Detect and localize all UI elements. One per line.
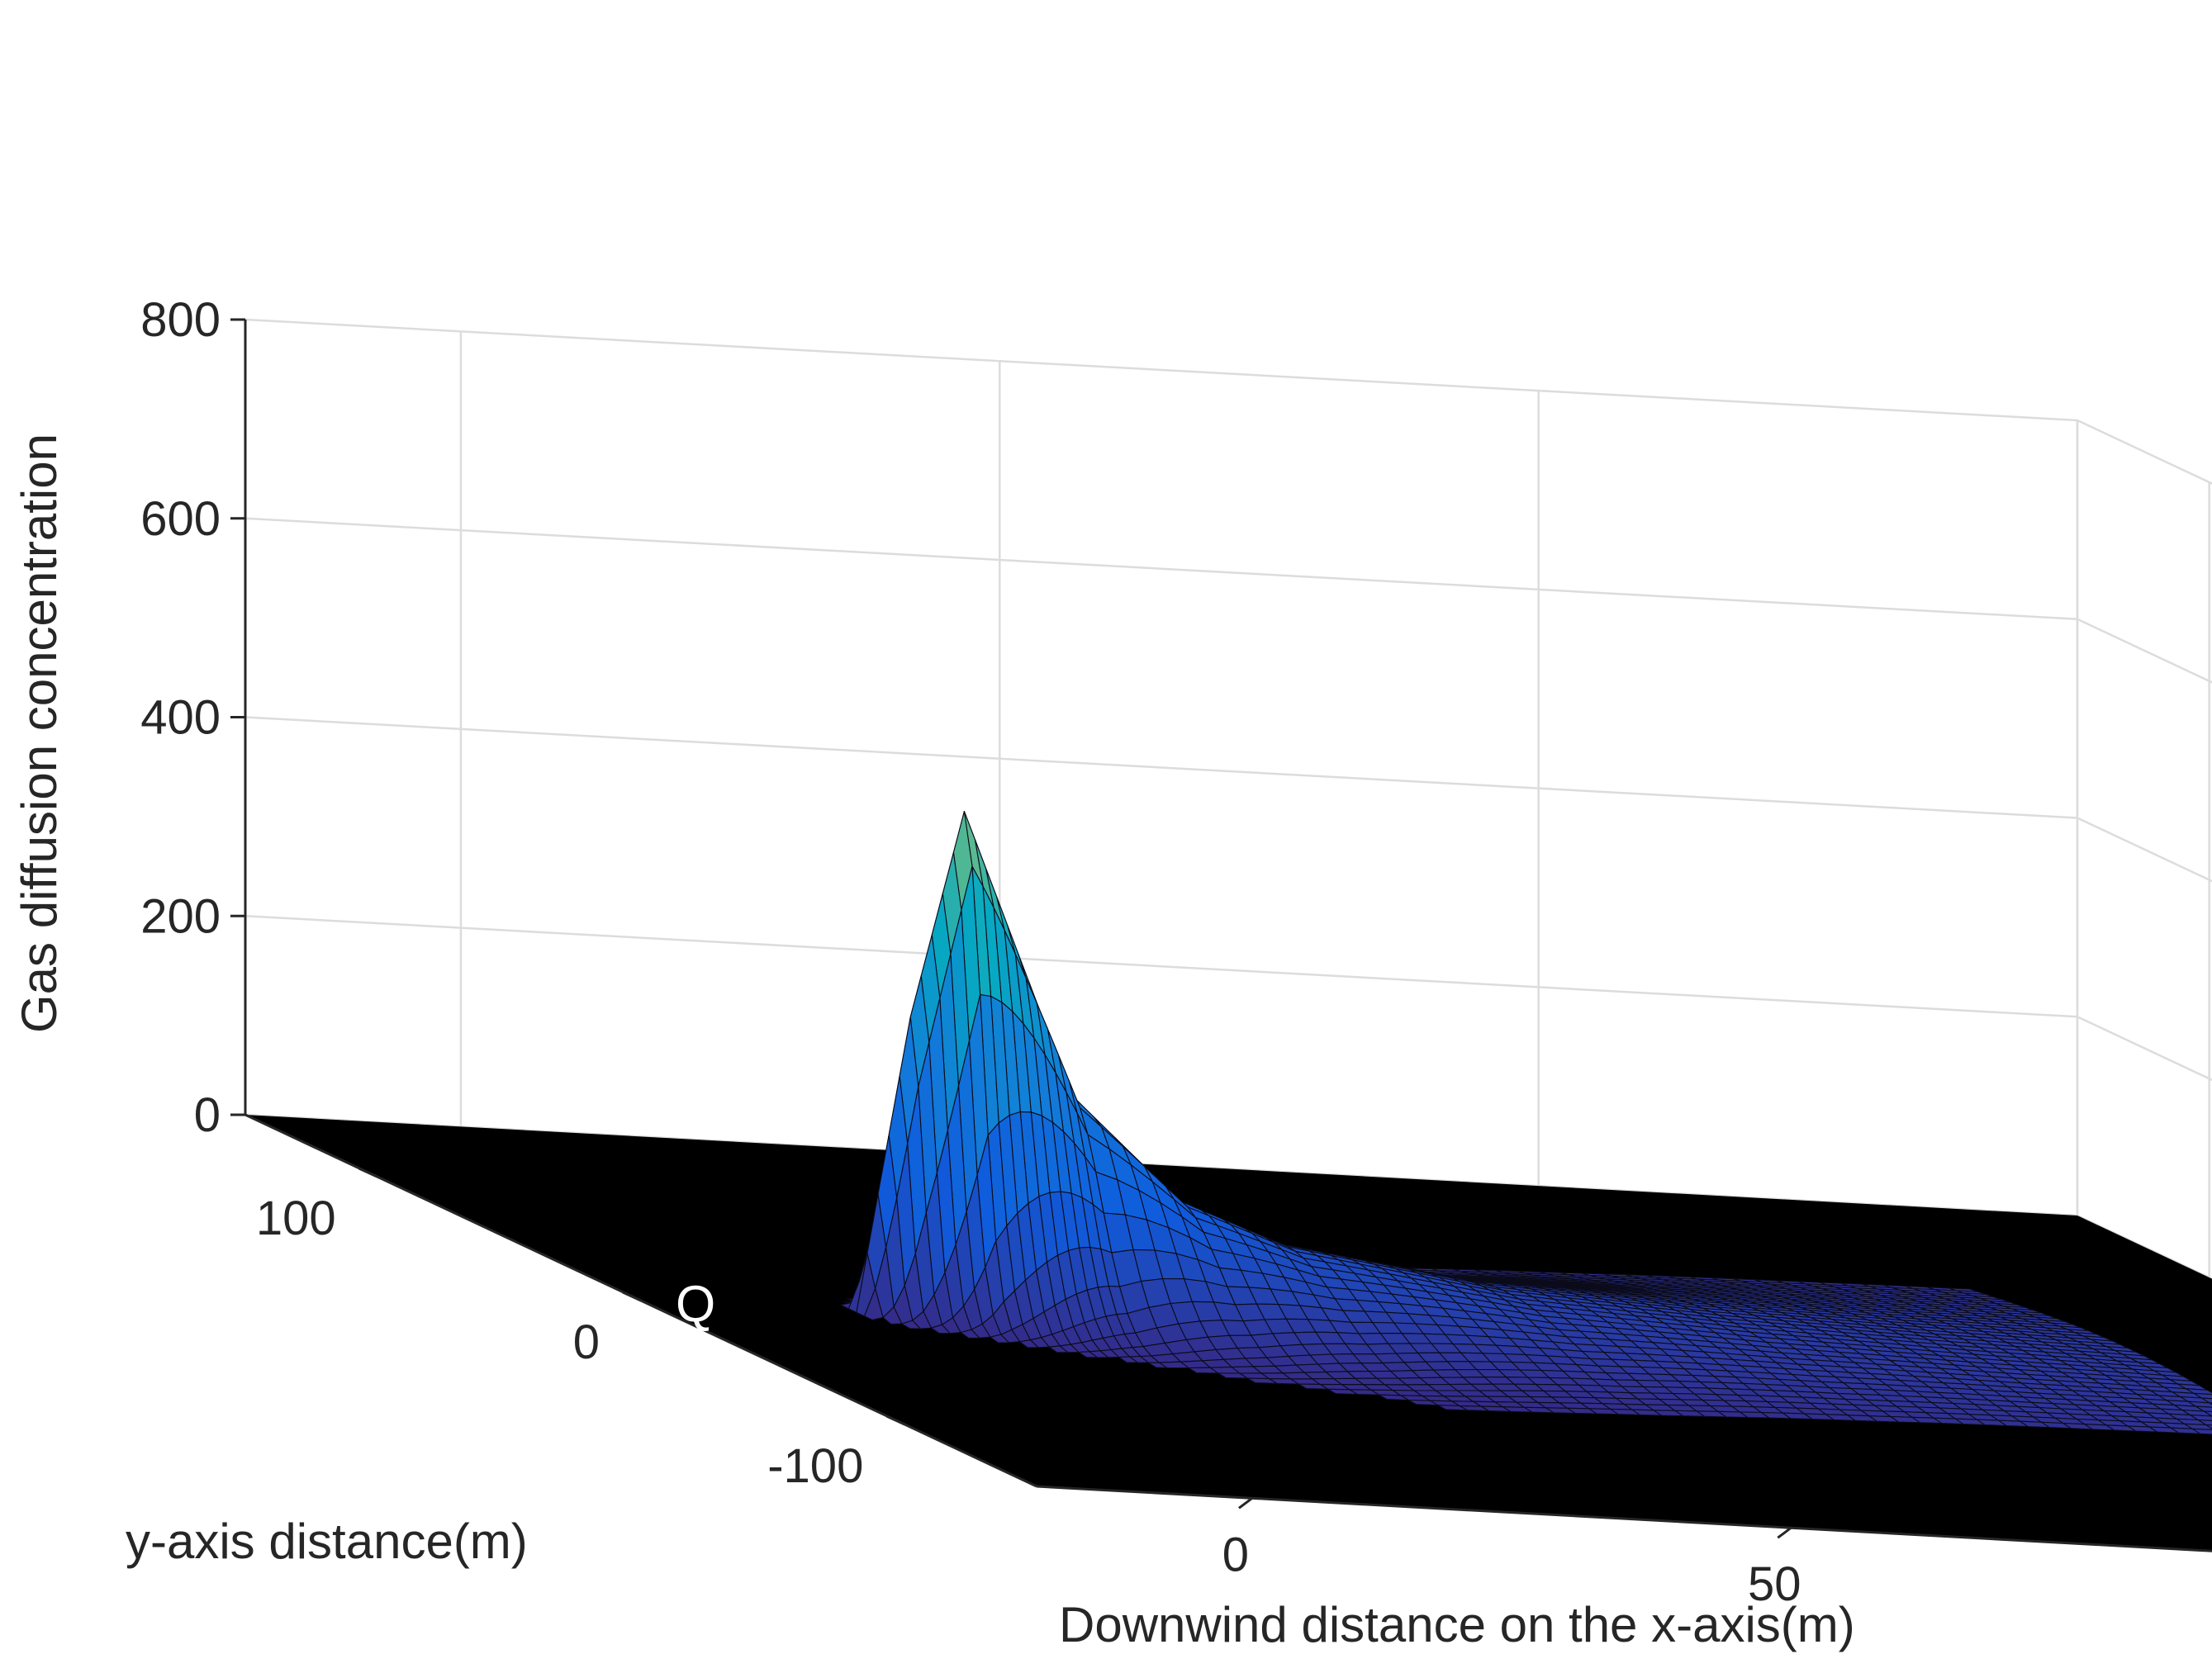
x-axis-label: Downwind distance on the x-axis(m) bbox=[1059, 1597, 1855, 1652]
grid-line bbox=[2077, 619, 2212, 991]
z-tick-label: 800 bbox=[140, 293, 221, 347]
z-tick-label: 200 bbox=[140, 889, 221, 943]
y-tick-label: 100 bbox=[256, 1192, 336, 1245]
source-label: Q bbox=[676, 1276, 715, 1333]
z-tick-label: 600 bbox=[140, 492, 221, 546]
surface-layer bbox=[841, 812, 2212, 1438]
grid-line bbox=[2077, 420, 2212, 792]
z-tick-label: 0 bbox=[194, 1088, 221, 1142]
z-tick-label: 400 bbox=[140, 691, 221, 745]
grid-line bbox=[245, 718, 2077, 818]
grid-line bbox=[245, 320, 2077, 420]
z-axis-label: Gas diffusion concentration bbox=[12, 434, 67, 1033]
x-tick bbox=[1778, 1528, 1791, 1538]
x-tick bbox=[1239, 1498, 1252, 1508]
x-tick-label: 0 bbox=[1222, 1528, 1249, 1581]
y-axis-label: y-axis distance(m) bbox=[126, 1514, 528, 1569]
grid-line bbox=[245, 916, 2077, 1017]
grid-line bbox=[2077, 818, 2212, 1190]
y-tick-label: -100 bbox=[767, 1439, 863, 1493]
grid-line bbox=[245, 519, 2077, 619]
y-tick-label: 0 bbox=[573, 1315, 600, 1369]
